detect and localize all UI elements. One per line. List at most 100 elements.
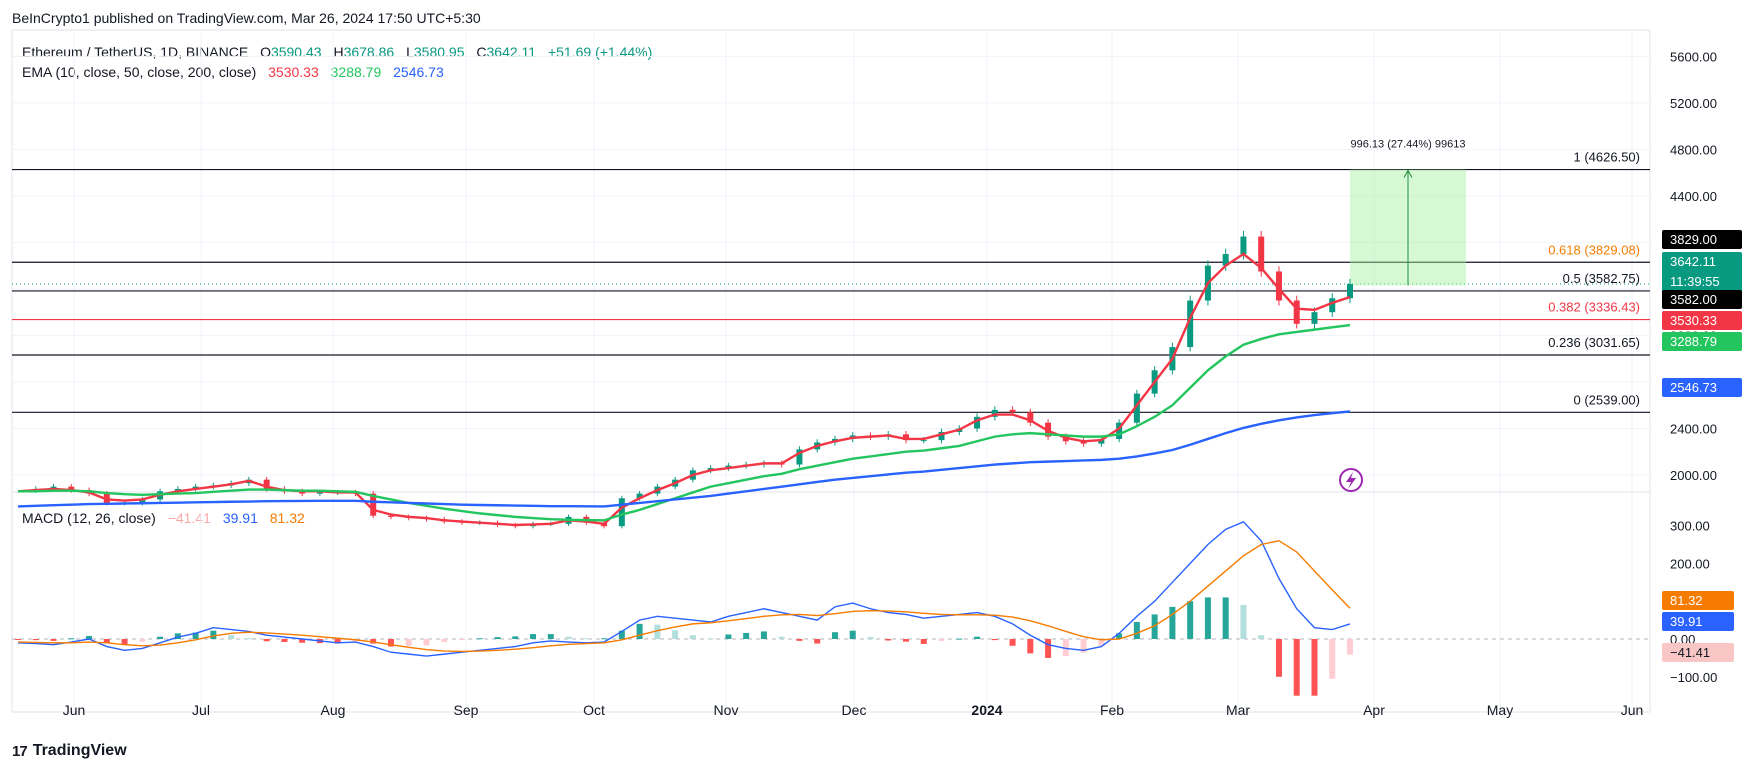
tradingview-footer[interactable]: 17 TradingView [12, 742, 127, 760]
candle-body [636, 493, 643, 499]
macd-histogram-bar [1116, 633, 1123, 639]
macd-histogram-bar [583, 638, 590, 640]
candle-body [1009, 409, 1016, 413]
macd-pane [12, 520, 1650, 696]
macd-histogram-bar [1133, 621, 1140, 639]
measure-label: 996.13 (27.44%) 99613 [1351, 139, 1466, 151]
candle-body [920, 440, 927, 442]
tradingview-logo-icon: 17 [12, 742, 28, 760]
candle-body [1240, 236, 1247, 255]
macd-histogram-bar [760, 631, 767, 639]
macd-histogram-bar [1187, 601, 1194, 639]
macd-histogram-bar [1311, 639, 1318, 696]
time-tick: Jun [63, 702, 86, 718]
macd-tick: 200.00 [1670, 556, 1710, 571]
macd-histogram-bar [778, 636, 785, 639]
macd-histogram-bar [157, 636, 164, 639]
macd-badge [1662, 612, 1734, 631]
macd-histogram-bar [86, 635, 93, 639]
macd-histogram-bar [1329, 639, 1336, 679]
macd-signal-value: 81.32 [269, 510, 305, 526]
macd-legend[interactable]: MACD (12, 26, close) −41.41 39.91 81.32 [22, 510, 305, 526]
macd-histogram-bar [1275, 639, 1282, 677]
macd-histogram-bar [423, 639, 430, 646]
ema-line-2 [17, 410, 1351, 508]
macd-histogram-bar [1169, 606, 1176, 639]
candle-body [974, 416, 981, 429]
macd-histogram-bar [831, 632, 838, 639]
macd-histogram-bar [1027, 639, 1034, 654]
macd-badge [1662, 643, 1734, 662]
price-badge-value: 3829.00 [1670, 232, 1717, 247]
time-tick: Sep [454, 702, 479, 718]
macd-histogram-bar [15, 639, 21, 640]
macd-histogram-bar [121, 639, 128, 645]
candle-body [1311, 312, 1318, 324]
lightning-icon[interactable] [1339, 468, 1363, 492]
macd-tick: 300.00 [1670, 519, 1710, 534]
macd-histogram-bar [1009, 639, 1016, 646]
macd-histogram-bar [920, 639, 927, 644]
macd-histogram-bar [50, 639, 57, 641]
macd-histogram-bar [210, 630, 217, 639]
price-badge-value: 3288.79 [1670, 334, 1717, 349]
price-tick: 5600.00 [1670, 49, 1717, 64]
fib-label-0.236: 0.236 (3031.65) [1548, 335, 1640, 350]
candle-body [263, 479, 270, 489]
time-tick: Oct [583, 702, 605, 718]
price-badge-value: 3582.00 [1670, 292, 1717, 307]
price-badge [1662, 252, 1742, 294]
ema-legend[interactable]: EMA (10, close, 50, close, 200, close) 3… [22, 64, 444, 80]
candle-body [618, 498, 625, 527]
candle-body [1293, 300, 1300, 324]
macd-histogram-bar [725, 634, 732, 639]
price-badge [1662, 332, 1742, 351]
macd-badge [1662, 591, 1734, 610]
price-badge [1662, 378, 1742, 397]
candle-body [938, 431, 945, 441]
macd-histogram-bar [1258, 635, 1265, 639]
fib-label-0.5: 0.5 (3582.75) [1563, 271, 1640, 286]
price-badge [1662, 290, 1742, 309]
fib-label-0.618: 0.618 (3829.08) [1548, 242, 1640, 257]
ema10-value: 3530.33 [268, 64, 319, 80]
candle-body [1116, 422, 1123, 439]
candle-body [387, 515, 394, 517]
price-tick: 5200.00 [1670, 96, 1717, 111]
grid [11, 29, 1651, 713]
time-tick: Jun [1621, 702, 1644, 718]
fib-label-0: 0 (2539.00) [1574, 392, 1641, 407]
macd-histogram-bar [689, 635, 696, 639]
macd-histogram-bar [32, 639, 39, 641]
macd-histogram-bar [938, 639, 945, 641]
macd-histogram-bar [281, 639, 288, 643]
time-tick: Dec [842, 702, 867, 718]
ema-label[interactable]: EMA (10, close, 50, close, 200, close) [22, 64, 257, 80]
candle-body [1275, 271, 1282, 301]
macd-label[interactable]: MACD (12, 26, close) [22, 510, 156, 526]
macd-histogram-bar [654, 624, 661, 639]
candle-body [1222, 254, 1229, 266]
ema50-value: 3288.79 [330, 64, 382, 80]
macd-hist-value: −41.41 [167, 510, 211, 526]
macd-histogram-bar [68, 638, 75, 640]
macd-histogram-bar [494, 637, 501, 639]
fibonacci-retracement: 1 (4626.50) 0.618 (3829.08) 0.5 (3582.75) 0… [12, 150, 1650, 413]
macd-histogram-bar [192, 632, 199, 639]
price-tick: 4800.00 [1670, 142, 1717, 157]
macd-histogram-bar [903, 639, 909, 642]
macd-histogram-bar [1347, 639, 1353, 655]
macd-line [17, 520, 1351, 657]
low-label: L [406, 44, 414, 60]
price-badges: 3829.00 3642.11 11:39:55 3582.00 3530.33 3288… [1662, 230, 1742, 662]
macd-histogram-bar [263, 639, 270, 642]
macd-histogram-bar [387, 639, 394, 647]
candle-body [316, 492, 323, 494]
macd-histogram-bar [601, 638, 608, 640]
candle-body [1329, 298, 1336, 313]
macd-histogram-bar [228, 635, 235, 639]
ema200-value: 2546.73 [393, 64, 444, 80]
macd-histogram-bar [636, 623, 643, 639]
macd-histogram-bar [1222, 597, 1229, 639]
